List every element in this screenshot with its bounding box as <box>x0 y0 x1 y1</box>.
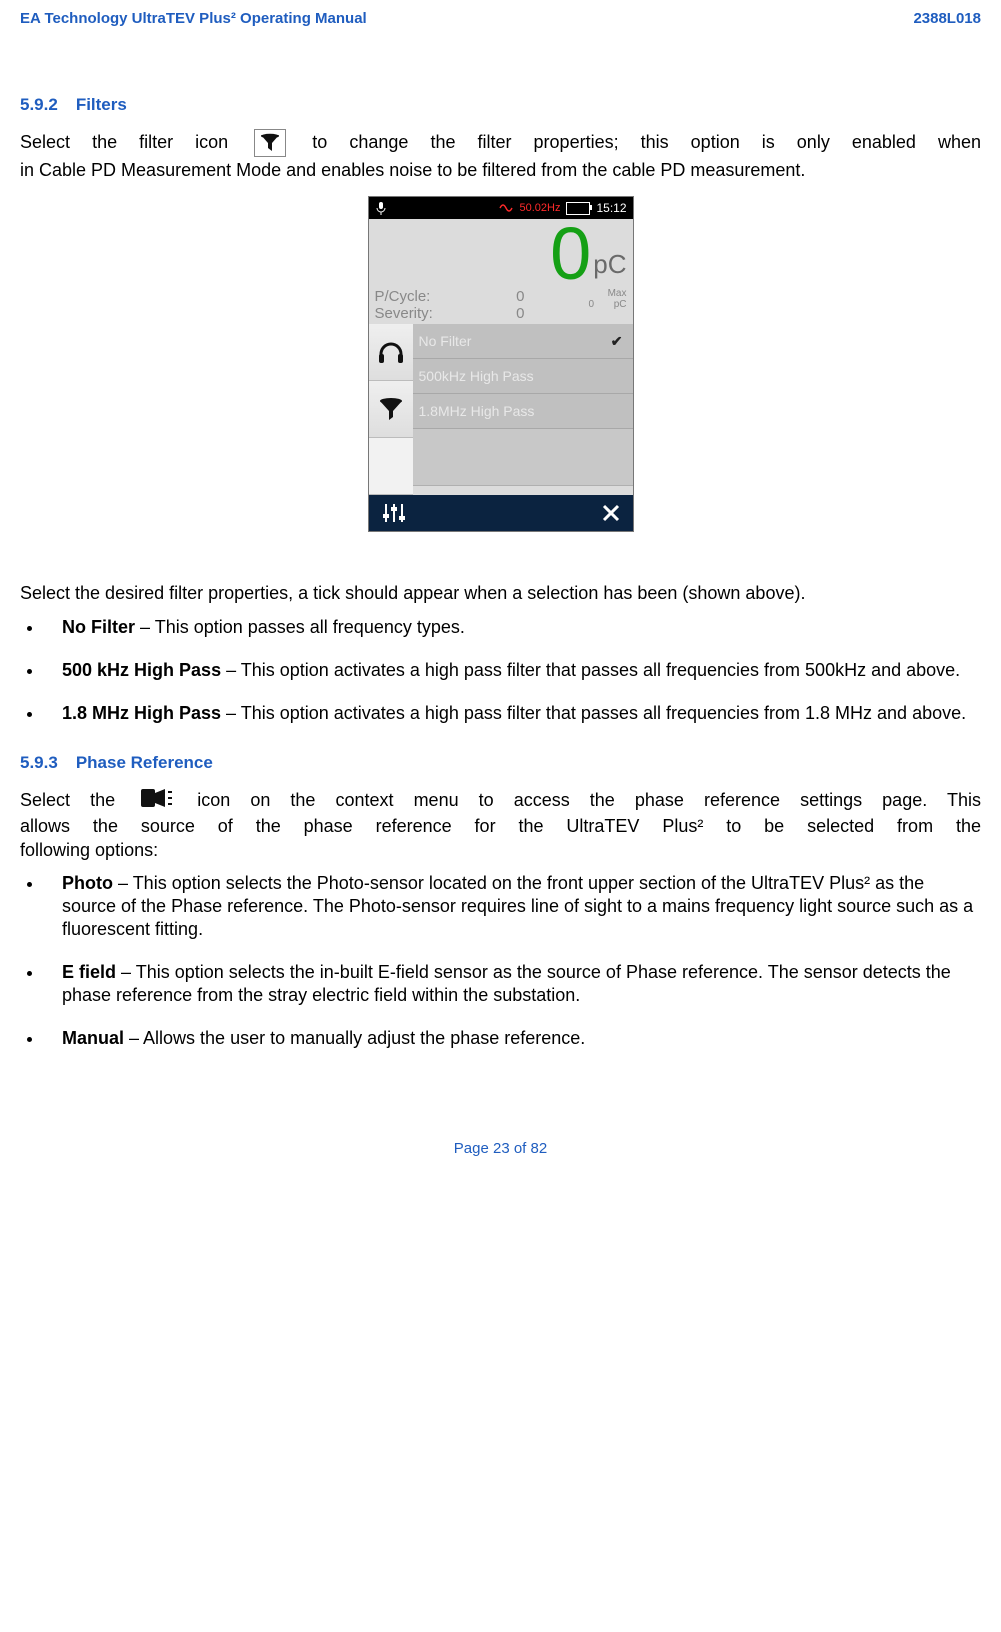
filter-bullet-1: No Filter – This option passes all frequ… <box>44 616 981 639</box>
phase-bullet-2: E field – This option selects the in-bui… <box>44 961 981 1007</box>
status-time: 15:12 <box>596 201 626 215</box>
filter-icon-side[interactable] <box>369 381 413 438</box>
filter-bullet-2: 500 kHz High Pass – This option activate… <box>44 659 981 682</box>
filters-para2: Select the desired filter properties, a … <box>20 582 981 605</box>
readout-unit: pC <box>593 249 626 280</box>
device-screenshot: 50.02Hz 15:12 0 pC P/Cycle:0 Severity:0 <box>368 196 634 532</box>
phase-bullet-1: Photo – This option selects the Photo-se… <box>44 872 981 941</box>
phase-para-line1: Select the icon on the context menu to a… <box>20 787 981 815</box>
filters-para-line2: in Cable PD Measurement Mode and enables… <box>20 159 981 182</box>
phase-para-line3: following options: <box>20 839 981 862</box>
battery-icon <box>566 202 590 215</box>
section-filters-heading: 5.9.2Filters <box>20 95 981 115</box>
filter-bullet-3: 1.8 MHz High Pass – This option activate… <box>44 702 981 725</box>
header-left: EA Technology UltraTEV Plus² Operating M… <box>20 10 367 27</box>
readout-value: 0 <box>550 223 591 286</box>
close-icon[interactable] <box>601 503 621 523</box>
headphones-icon[interactable] <box>369 324 413 381</box>
check-icon: ✔ <box>611 333 623 350</box>
filter-icon <box>254 129 286 157</box>
phase-para-line2: allows the source of the phase reference… <box>20 815 981 838</box>
filter-bullets: No Filter – This option passes all frequ… <box>44 616 981 725</box>
filter-option-500k[interactable]: 500kHz High Pass <box>413 359 633 394</box>
blank-cell <box>369 438 413 495</box>
filter-option-none[interactable]: No Filter✔ <box>413 324 633 359</box>
options-spacer <box>413 429 633 486</box>
header-right: 2388L018 <box>913 10 981 27</box>
phase-bullets: Photo – This option selects the Photo-se… <box>44 872 981 1050</box>
filters-para-line1: Select the filter icon to change the fil… <box>20 129 981 157</box>
phase-ref-icon <box>139 787 173 815</box>
readout-max: Max 0pC <box>589 288 627 322</box>
phase-bullet-3: Manual – Allows the user to manually adj… <box>44 1027 981 1050</box>
sliders-icon[interactable] <box>381 502 407 524</box>
phase-icon <box>499 202 513 214</box>
section-phase-heading: 5.9.3Phase Reference <box>20 753 981 773</box>
device-statusbar: 50.02Hz 15:12 <box>369 197 633 219</box>
mic-icon <box>375 201 387 215</box>
page-footer: Page 23 of 82 <box>20 1140 981 1157</box>
readout-rows: P/Cycle:0 Severity:0 <box>375 288 525 322</box>
filter-option-1_8m[interactable]: 1.8MHz High Pass <box>413 394 633 429</box>
